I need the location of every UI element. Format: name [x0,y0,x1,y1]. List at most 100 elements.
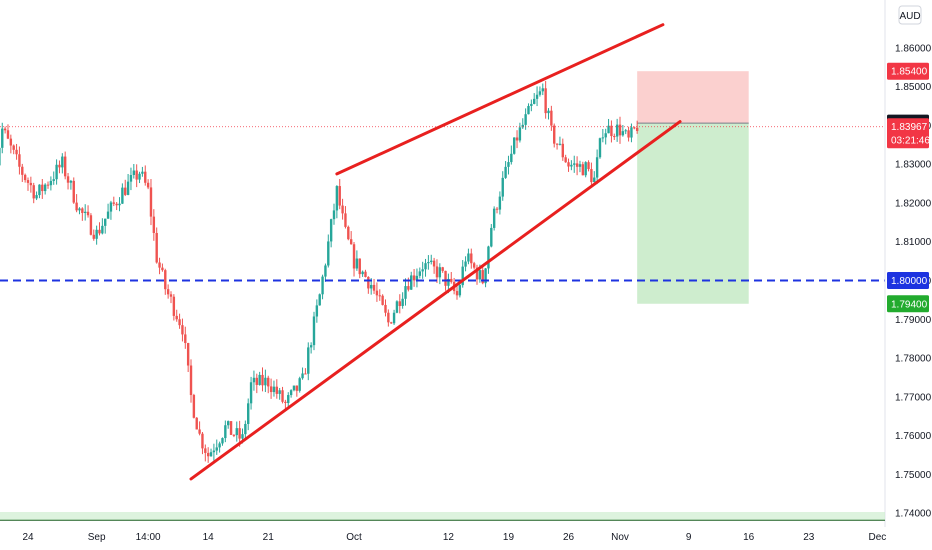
x-tick-label: Oct [346,532,362,543]
price-tag: 1.83967 03:21:46 [887,118,930,149]
candle [621,124,625,137]
candle [521,118,524,129]
candle [361,270,364,277]
candle [415,268,419,288]
price-tag-value: 1.85400 [891,67,928,78]
candle [544,80,547,119]
candle [184,326,187,349]
resistance-trendline[interactable] [335,23,665,176]
candle [587,160,590,172]
candle [149,179,153,226]
candle [424,258,427,277]
candle [258,371,261,386]
candle [595,149,599,185]
candle [178,313,181,329]
candle [387,309,390,327]
candle [267,375,270,394]
candle [66,172,70,190]
candle [344,206,347,229]
candle [312,311,316,351]
candle [547,108,550,120]
candle [347,225,350,241]
candle [264,369,267,393]
candle [186,342,190,373]
candle [1,122,4,154]
candle [46,181,50,189]
candle [195,417,198,430]
candle [189,359,193,403]
candle [561,138,565,161]
support-trendline[interactable] [189,120,682,481]
candle [126,174,130,196]
candle [455,284,459,300]
candle [555,143,559,150]
candle [135,164,138,188]
candle [613,133,616,140]
candle [349,231,353,245]
candle [35,191,38,201]
candle [355,250,359,271]
candle [21,163,24,182]
candle [367,276,370,294]
y-tick-label: 1.78000 [895,354,932,365]
candle [512,137,516,155]
candle [307,342,310,381]
candle [0,147,1,166]
candle [590,162,593,185]
candle [86,205,90,218]
candle [432,257,436,274]
candle [593,171,596,183]
candle [298,376,301,393]
candle [567,158,570,172]
candle [75,194,78,213]
candle [584,161,587,178]
candle [527,103,530,115]
candle [524,108,527,130]
y-tick-label: 1.74000 [895,509,932,520]
candle [175,309,178,322]
candle [198,421,201,436]
candle [15,143,18,160]
candle [501,171,504,201]
candle [95,225,98,245]
candle [318,293,321,306]
candle [81,207,84,221]
candle [132,163,136,179]
candle [275,379,279,399]
candle [272,380,276,397]
candle [29,176,33,193]
candle [295,385,299,397]
candle [470,248,473,269]
candle [404,278,407,306]
candle [533,93,536,105]
candle [627,126,630,142]
currency-badge[interactable]: AUD [898,5,922,25]
candle [129,167,133,191]
x-tick-label: 16 [743,532,755,543]
candle [192,393,196,419]
candle [155,227,158,264]
currency-label: AUD [899,11,920,22]
candle [573,155,576,173]
candle [69,179,73,190]
price-tag: 1.80000 [887,272,929,290]
stop-loss-zone[interactable] [637,71,749,124]
candle [395,300,399,314]
candle [490,224,493,248]
candle [484,267,487,288]
candle [558,136,562,146]
candle [530,99,533,112]
candle [538,86,542,97]
candle [12,144,15,155]
candle [364,269,367,278]
candle [332,203,336,225]
candle [378,289,381,301]
candle [58,160,61,174]
take-profit-zone[interactable] [637,123,749,304]
candle [618,116,622,144]
candle [109,200,113,220]
candle [392,309,396,325]
price-tag-value: 1.83967 [891,122,928,133]
